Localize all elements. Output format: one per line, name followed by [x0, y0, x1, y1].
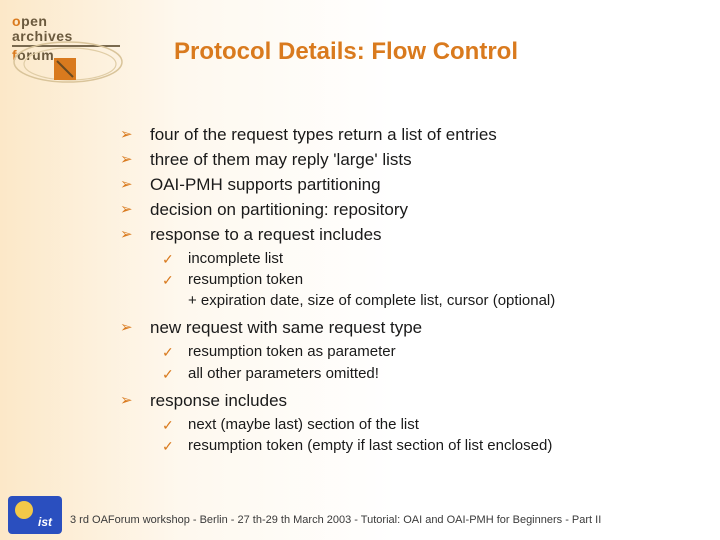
logo: open archives forum — [12, 14, 132, 63]
sublist: ✓ incomplete list ✓ resumption token + e… — [162, 249, 700, 312]
arrow-bullet-icon: ➢ — [120, 125, 150, 145]
item-text: three of them may reply 'large' lists — [150, 149, 700, 172]
subitem-text: incomplete list — [188, 249, 700, 269]
check-bullet-icon: ✓ — [162, 343, 188, 362]
list-item: ➢ four of the request types return a lis… — [120, 124, 700, 147]
item-text: response includes — [150, 390, 700, 413]
item-text: decision on partitioning: repository — [150, 199, 700, 222]
item-text: four of the request types return a list … — [150, 124, 700, 147]
slide-title: Protocol Details: Flow Control — [174, 38, 518, 66]
ist-logo-icon: ist — [8, 496, 62, 534]
svg-text:ist: ist — [38, 515, 53, 529]
subitem-text: resumption token (empty if last section … — [188, 436, 700, 456]
arrow-bullet-icon: ➢ — [120, 225, 150, 245]
check-bullet-icon: ✓ — [162, 437, 188, 456]
subitem-text: all other parameters omitted! — [188, 364, 700, 384]
list-item: ➢ three of them may reply 'large' lists — [120, 149, 700, 172]
list-item: ➢ response includes — [120, 390, 700, 413]
list-item: ➢ response to a request includes — [120, 224, 700, 247]
logo-line3-b: orum — [17, 47, 54, 63]
logo-line1-a: o — [12, 13, 21, 29]
sub-item: ✓ resumption token as parameter — [162, 342, 700, 362]
logo-line2: archives — [12, 29, 132, 44]
content-list: ➢ four of the request types return a lis… — [120, 124, 700, 462]
check-bullet-icon: ✓ — [162, 250, 188, 269]
subitem-text: next (maybe last) section of the list — [188, 415, 700, 435]
list-item: ➢ OAI-PMH supports partitioning — [120, 174, 700, 197]
check-bullet-icon: ✓ — [162, 271, 188, 290]
item-text: response to a request includes — [150, 224, 700, 247]
sub-item: ✓ resumption token — [162, 270, 700, 290]
sub-item: ✓ resumption token (empty if last sectio… — [162, 436, 700, 456]
logo-line1-b: pen — [21, 13, 47, 29]
footer-text: 3 rd OAForum workshop - Berlin - 27 th-2… — [70, 514, 601, 526]
logo-line3: forum — [12, 48, 132, 63]
sublist: ✓ resumption token as parameter ✓ all ot… — [162, 342, 700, 384]
list-item: ➢ decision on partitioning: repository — [120, 199, 700, 222]
arrow-bullet-icon: ➢ — [120, 200, 150, 220]
arrow-bullet-icon: ➢ — [120, 391, 150, 411]
sub-item: ✓ all other parameters omitted! — [162, 364, 700, 384]
list-item: ➢ new request with same request type — [120, 317, 700, 340]
subitem-extra: + expiration date, size of complete list… — [188, 291, 700, 311]
item-text: new request with same request type — [150, 317, 700, 340]
sub-item: ✓ next (maybe last) section of the list — [162, 415, 700, 435]
arrow-bullet-icon: ➢ — [120, 175, 150, 195]
arrow-bullet-icon: ➢ — [120, 150, 150, 170]
subitem-text: resumption token — [188, 270, 700, 290]
subitem-text: resumption token as parameter — [188, 342, 700, 362]
check-bullet-icon: ✓ — [162, 365, 188, 384]
sub-item: ✓ incomplete list — [162, 249, 700, 269]
check-bullet-icon: ✓ — [162, 416, 188, 435]
logo-line1: open — [12, 14, 132, 29]
item-text: OAI-PMH supports partitioning — [150, 174, 700, 197]
arrow-bullet-icon: ➢ — [120, 318, 150, 338]
sublist: ✓ next (maybe last) section of the list … — [162, 415, 700, 457]
